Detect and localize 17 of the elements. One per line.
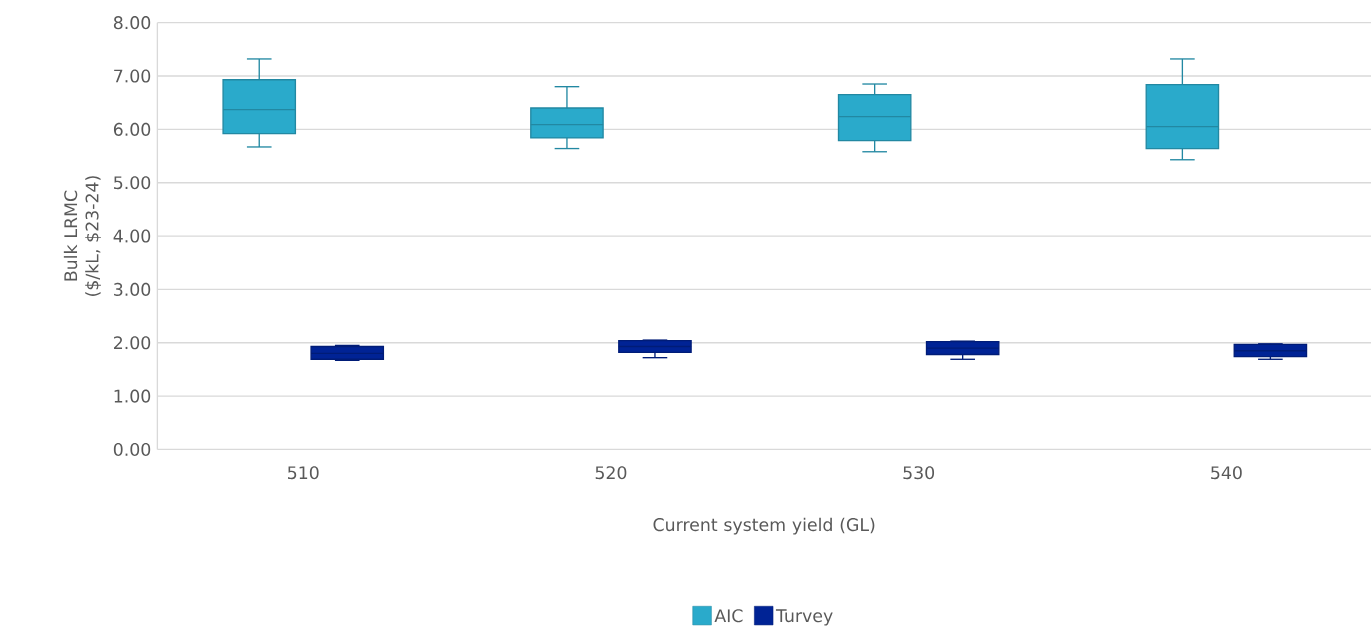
y-axis-title: Bulk LRMC ($/kL, $23-24) — [63, 176, 101, 297]
x-tick-label: 530 — [903, 466, 935, 480]
legend-label: Turvey — [775, 609, 833, 626]
y-tick-label: 7.00 — [114, 69, 151, 83]
x-tick-label: 540 — [1211, 466, 1242, 480]
y-tick-label: 3.00 — [114, 282, 151, 297]
y-tick-label: 6.00 — [113, 122, 151, 137]
y-tick-label: 8.00 — [113, 16, 151, 30]
y-tick-label: 5.00 — [114, 176, 151, 190]
y-tick-label: 4.00 — [113, 229, 151, 243]
x-tick-label: 510 — [288, 466, 319, 480]
y-tick-label: 2.00 — [114, 336, 151, 350]
y-tick-label: 1.00 — [114, 389, 151, 403]
x-tick-label: 520 — [595, 466, 627, 480]
y-tick-label: 0.00 — [113, 442, 151, 457]
legend-label: AIC — [714, 609, 743, 623]
x-axis-title: Current system yield (GL) — [653, 517, 875, 535]
